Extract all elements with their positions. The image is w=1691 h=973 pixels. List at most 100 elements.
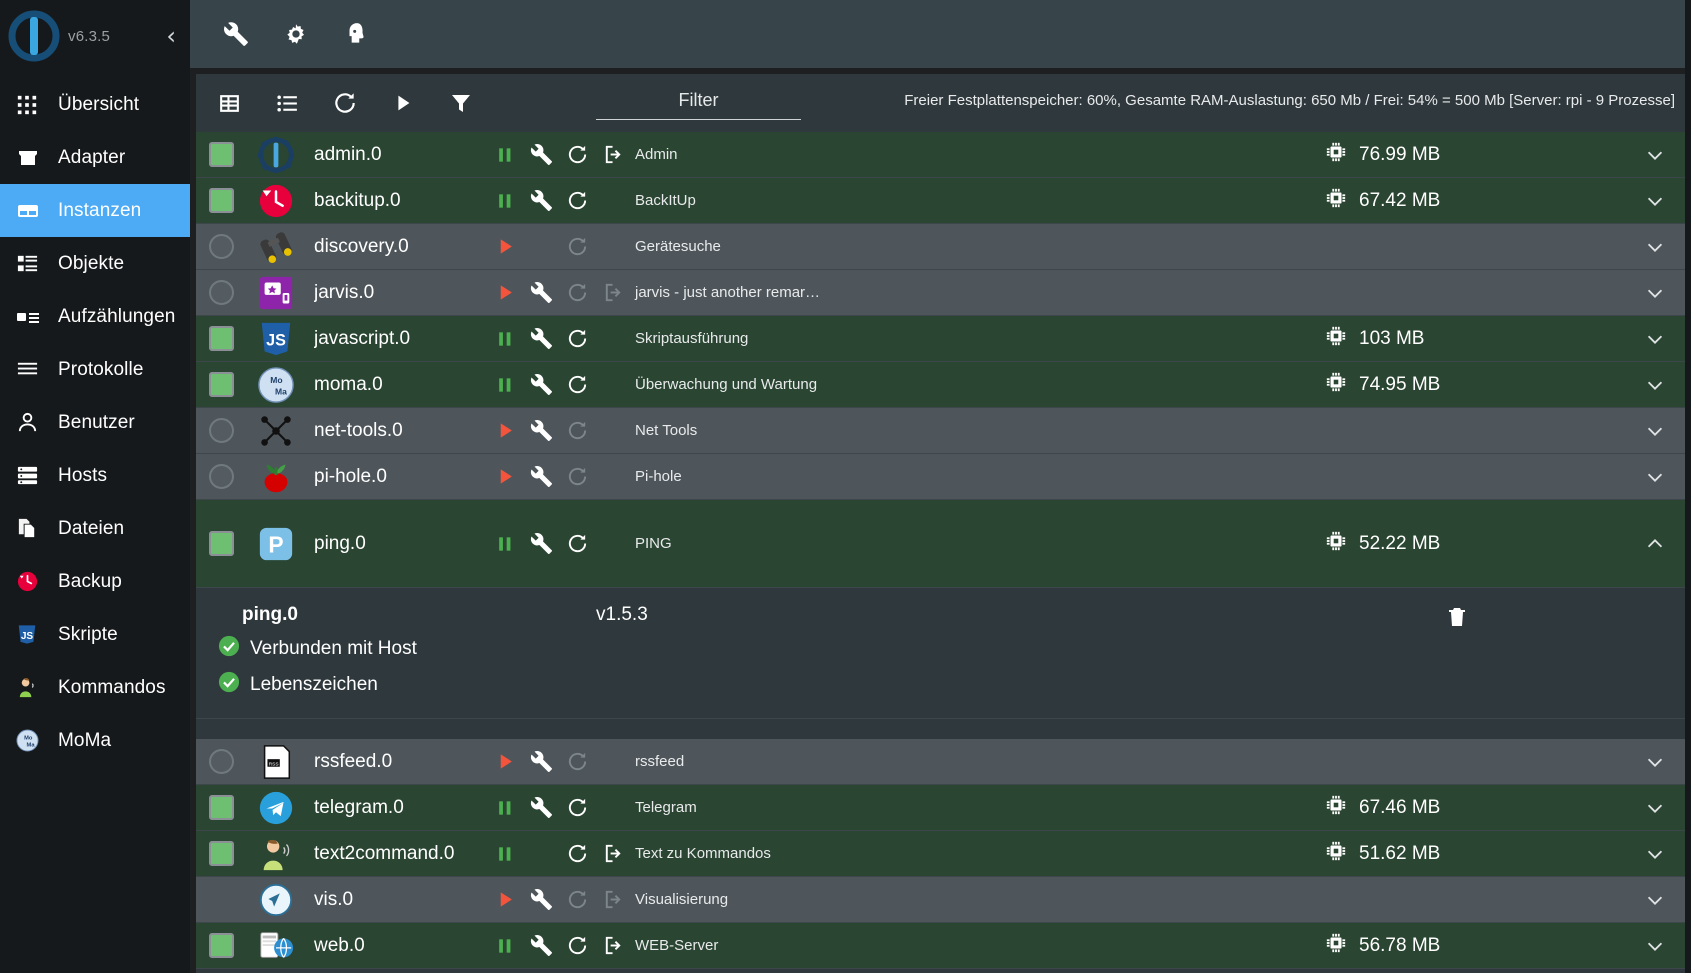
list-view-icon[interactable] <box>270 86 304 120</box>
open-link-icon[interactable] <box>600 142 626 168</box>
pause-icon[interactable] <box>492 372 518 398</box>
instance-row[interactable]: admin.0 Admin 76.99 MB <box>196 132 1685 178</box>
filter-field[interactable] <box>596 88 801 120</box>
play-icon[interactable] <box>492 464 518 490</box>
sidebar-item-moma[interactable]: Mo Ma MoMa <box>0 714 190 767</box>
head-icon[interactable] <box>340 18 372 50</box>
settings-wrench-icon[interactable] <box>528 933 554 959</box>
instance-enabled-toggle[interactable] <box>209 372 234 397</box>
instance-enabled-toggle[interactable] <box>209 142 234 167</box>
play-icon[interactable] <box>492 280 518 306</box>
restart-icon[interactable] <box>564 372 590 398</box>
expand-toggle-icon[interactable] <box>1625 282 1685 304</box>
instance-enabled-toggle[interactable] <box>209 326 234 351</box>
instance-enabled-toggle[interactable] <box>209 795 234 820</box>
instance-enabled-toggle[interactable] <box>209 188 234 213</box>
refresh-icon[interactable] <box>328 86 362 120</box>
play-icon[interactable] <box>492 234 518 260</box>
expand-toggle-icon[interactable] <box>1625 420 1685 442</box>
filter-icon[interactable] <box>444 86 478 120</box>
instance-row[interactable]: net-tools.0 Net Tools <box>196 408 1685 454</box>
sidebar-item-kommandos[interactable]: Kommandos <box>0 661 190 714</box>
instance-row[interactable]: jarvis.0 jarvis - just another remar… <box>196 270 1685 316</box>
instance-enabled-toggle[interactable] <box>209 464 234 489</box>
sidebar-item-aufz-hlungen[interactable]: Aufzählungen <box>0 290 190 343</box>
play-icon[interactable] <box>492 887 518 913</box>
settings-wrench-icon[interactable] <box>528 372 554 398</box>
sidebar-item-protokolle[interactable]: Protokolle <box>0 343 190 396</box>
instance-row[interactable]: vis.0 Visualisierung <box>196 877 1685 923</box>
sidebar-item-hosts[interactable]: Hosts <box>0 449 190 502</box>
instance-row[interactable]: telegram.0 Telegram 67.46 MB <box>196 785 1685 831</box>
expand-toggle-icon[interactable] <box>1625 935 1685 957</box>
play-icon[interactable] <box>492 749 518 775</box>
pause-icon[interactable] <box>492 795 518 821</box>
expand-toggle-icon[interactable] <box>1625 328 1685 350</box>
pause-icon[interactable] <box>492 933 518 959</box>
settings-wrench-icon[interactable] <box>528 464 554 490</box>
instance-enabled-toggle[interactable] <box>209 933 234 958</box>
restart-icon[interactable] <box>564 531 590 557</box>
restart-icon[interactable] <box>564 933 590 959</box>
instance-row[interactable]: RSS rssfeed.0 rssfeed <box>196 739 1685 785</box>
expand-toggle-icon[interactable] <box>1625 533 1685 555</box>
open-link-icon[interactable] <box>600 887 626 913</box>
expand-toggle-icon[interactable] <box>1625 374 1685 396</box>
open-link-icon[interactable] <box>600 280 626 306</box>
pause-icon[interactable] <box>492 841 518 867</box>
sidebar-item-backup[interactable]: Backup <box>0 555 190 608</box>
sidebar-item-objekte[interactable]: Objekte <box>0 237 190 290</box>
settings-wrench-icon[interactable] <box>528 188 554 214</box>
settings-wrench-icon[interactable] <box>528 326 554 352</box>
expand-toggle-icon[interactable] <box>1625 843 1685 865</box>
wrench-icon[interactable] <box>220 18 252 50</box>
gear-icon[interactable] <box>280 18 312 50</box>
table-view-icon[interactable] <box>212 86 246 120</box>
sidebar-item-instanzen[interactable]: Instanzen <box>0 184 190 237</box>
restart-icon[interactable] <box>564 188 590 214</box>
sidebar-item-dateien[interactable]: Dateien <box>0 502 190 555</box>
expand-toggle-icon[interactable] <box>1625 466 1685 488</box>
instance-enabled-toggle[interactable] <box>209 531 234 556</box>
expand-toggle-icon[interactable] <box>1625 751 1685 773</box>
settings-wrench-icon[interactable] <box>528 887 554 913</box>
play-icon[interactable] <box>492 418 518 444</box>
instance-row[interactable]: discovery.0 Gerätesuche <box>196 224 1685 270</box>
instance-row[interactable]: pi-hole.0 Pi-hole <box>196 454 1685 500</box>
sidebar-item--bersicht[interactable]: Übersicht <box>0 78 190 131</box>
settings-wrench-icon[interactable] <box>528 749 554 775</box>
instance-row[interactable]: JS javascript.0 Skriptausführung 103 MB <box>196 316 1685 362</box>
instance-row[interactable]: web.0 WEB-Server 56.78 MB <box>196 923 1685 969</box>
pause-icon[interactable] <box>492 142 518 168</box>
play-icon[interactable] <box>386 86 420 120</box>
instance-enabled-toggle[interactable] <box>209 841 234 866</box>
delete-instance-icon[interactable] <box>1445 604 1469 635</box>
expand-toggle-icon[interactable] <box>1625 889 1685 911</box>
instance-row[interactable]: backitup.0 BackItUp 67.42 MB <box>196 178 1685 224</box>
settings-wrench-icon[interactable] <box>528 280 554 306</box>
settings-wrench-icon[interactable] <box>528 531 554 557</box>
instance-row[interactable]: Mo Ma moma.0 Überwachung und Wartung 74.95 M… <box>196 362 1685 408</box>
instance-enabled-toggle[interactable] <box>209 749 234 774</box>
sidebar-item-benutzer[interactable]: Benutzer <box>0 396 190 449</box>
expand-toggle-icon[interactable] <box>1625 236 1685 258</box>
sidebar-item-adapter[interactable]: Adapter <box>0 131 190 184</box>
instance-enabled-toggle[interactable] <box>209 280 234 305</box>
open-link-icon[interactable] <box>600 933 626 959</box>
restart-icon[interactable] <box>564 326 590 352</box>
instance-enabled-toggle[interactable] <box>209 418 234 443</box>
pause-icon[interactable] <box>492 188 518 214</box>
instance-enabled-toggle[interactable] <box>209 234 234 259</box>
instance-row[interactable]: text2command.0 Text zu Kommandos 51.62 MB <box>196 831 1685 877</box>
expand-toggle-icon[interactable] <box>1625 190 1685 212</box>
settings-wrench-icon[interactable] <box>528 795 554 821</box>
page-scrollbar[interactable] <box>1685 0 1691 973</box>
open-link-icon[interactable] <box>600 841 626 867</box>
restart-icon[interactable] <box>564 795 590 821</box>
restart-icon[interactable] <box>564 841 590 867</box>
filter-input[interactable] <box>596 88 801 119</box>
sidebar-item-skripte[interactable]: JS Skripte <box>0 608 190 661</box>
collapse-sidebar-button[interactable]: ‹ <box>166 22 176 50</box>
settings-wrench-icon[interactable] <box>528 418 554 444</box>
